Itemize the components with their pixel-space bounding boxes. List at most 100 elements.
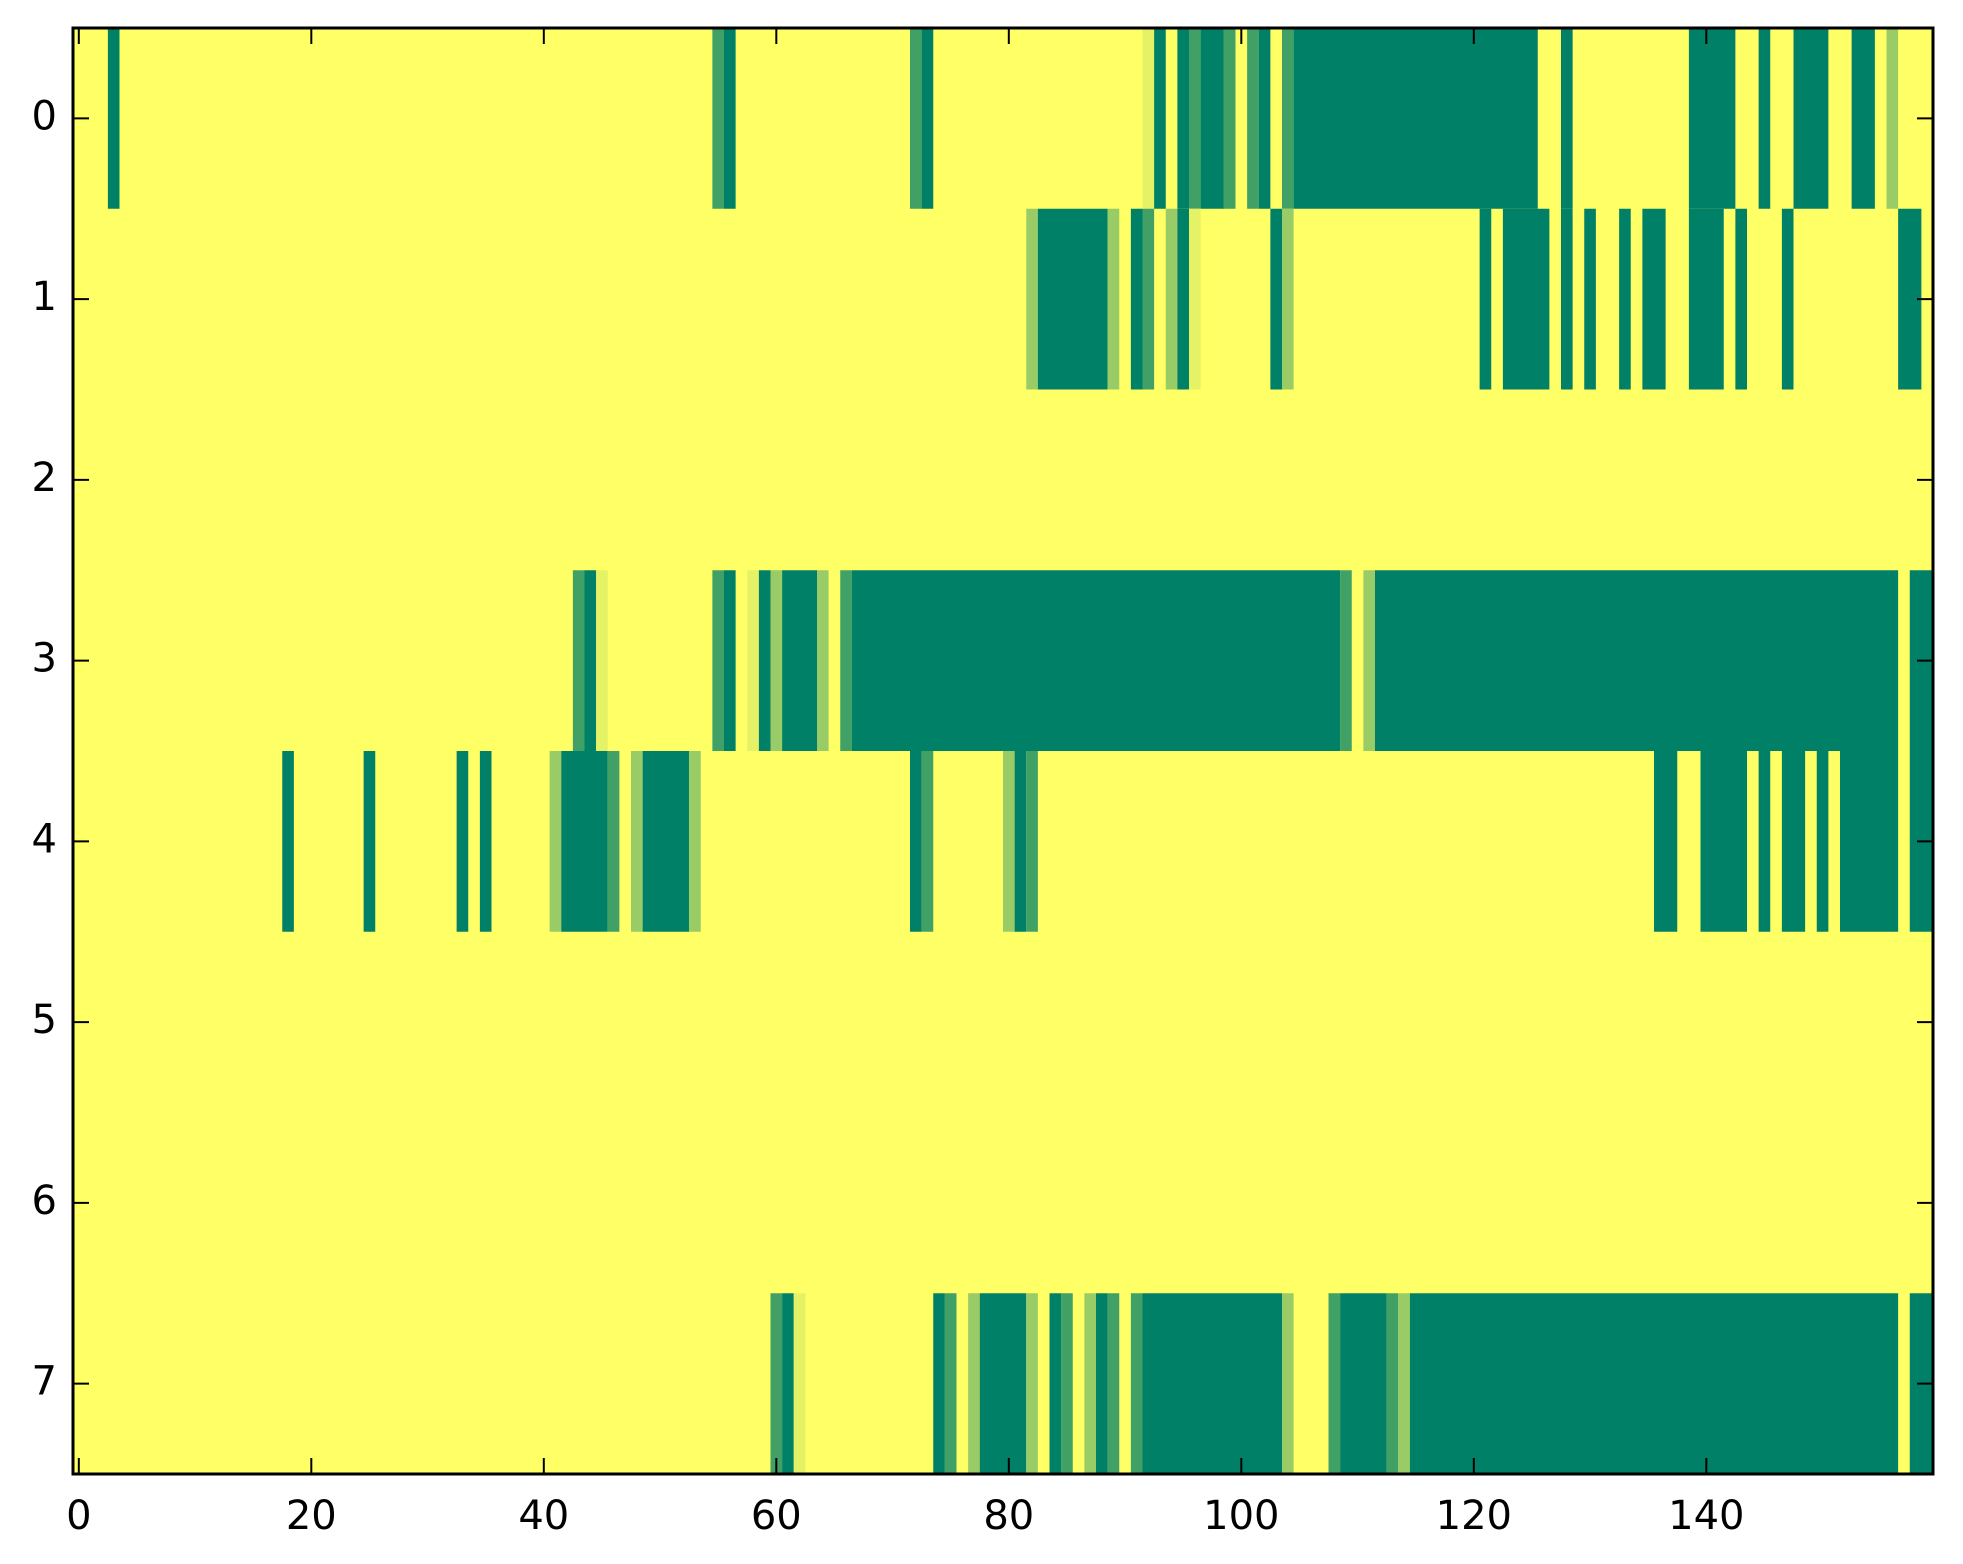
heatmap-cell-row-7-seg-6 — [979, 1293, 1027, 1474]
heatmap-cell-row-7-seg-17 — [1340, 1293, 1387, 1474]
heatmap-cell-row-1-seg-8 — [1270, 208, 1282, 390]
heatmap-cell-row-0-seg-17 — [1758, 28, 1771, 209]
heatmap-cell-row-7-seg-16 — [1328, 1293, 1341, 1474]
heatmap-cell-row-0-seg-14 — [1293, 28, 1538, 209]
heatmap-cell-row-1-seg-2 — [1107, 208, 1120, 390]
heatmap-cell-row-0-seg-4 — [921, 28, 934, 209]
heatmap-cell-row-7-seg-10 — [1084, 1293, 1096, 1474]
heatmap-cell-row-7-seg-13 — [1130, 1293, 1143, 1474]
heatmap-cell-row-0-seg-9 — [1200, 28, 1224, 209]
x-tick-label-120: 120 — [1436, 1493, 1512, 1539]
heatmap-cell-row-0-seg-15 — [1561, 28, 1573, 209]
heatmap-cell-row-3-seg-0 — [572, 570, 585, 751]
heatmap-cell-row-0-seg-7 — [1177, 28, 1189, 209]
tick-labels: 0 20 40 60 80 100 120 140 0 1 2 3 4 5 6 7 — [32, 93, 1745, 1539]
heatmap-cell-row-3-seg-11 — [851, 570, 1341, 751]
y-tick-label-6: 6 — [32, 1178, 57, 1224]
heatmap-cell-row-4-seg-1 — [363, 751, 376, 932]
heatmap-cell-row-0-seg-0 — [107, 28, 120, 209]
x-tick-label-40: 40 — [518, 1493, 569, 1539]
x-tick-label-80: 80 — [983, 1493, 1034, 1539]
heatmap-cell-row-4-seg-17 — [1758, 751, 1771, 932]
heatmap-cell-row-3-seg-7 — [770, 570, 783, 751]
heatmap-cell-row-0-seg-10 — [1223, 28, 1236, 209]
x-tick-label-60: 60 — [751, 1493, 802, 1539]
heatmap-cell-row-1-seg-7 — [1189, 208, 1201, 390]
heatmap-cell-row-1-seg-18 — [1781, 208, 1794, 390]
heatmap-cell-row-7-seg-19 — [1398, 1293, 1410, 1474]
heatmap-cell-row-7-seg-7 — [1026, 1293, 1038, 1474]
heatmap-cell-row-4-seg-16 — [1700, 751, 1747, 932]
heatmap-cell-row-3-seg-14 — [1375, 570, 1899, 751]
heatmap-cell-row-4-seg-5 — [561, 751, 608, 932]
heatmap-cell-row-7-seg-9 — [1061, 1293, 1073, 1474]
heatmap-cell-row-3-seg-8 — [782, 570, 817, 751]
heatmap-cell-row-0-seg-11 — [1247, 28, 1259, 209]
heatmap-cell-row-0-seg-5 — [1142, 28, 1155, 209]
heatmap-cell-row-1-seg-1 — [1037, 208, 1108, 390]
heatmap-cell-row-7-seg-14 — [1142, 1293, 1282, 1474]
y-tick-label-4: 4 — [32, 816, 57, 862]
heatmap-cell-row-3-seg-1 — [584, 570, 597, 751]
heatmap-cell-row-3-seg-6 — [758, 570, 771, 751]
heatmap-cell-row-4-seg-4 — [549, 751, 562, 932]
heatmap-cell-row-7-seg-2 — [793, 1293, 806, 1474]
heatmap-cell-row-3-seg-10 — [840, 570, 852, 751]
heatmap-cell-row-4-seg-10 — [910, 751, 922, 932]
heatmap-cell-row-1-seg-0 — [1026, 208, 1038, 390]
heatmap-cell-row-7-seg-0 — [770, 1293, 783, 1474]
y-tick-label-0: 0 — [32, 93, 57, 139]
heatmap-cell-row-3-seg-13 — [1363, 570, 1375, 751]
heatmap-cell-row-3-seg-3 — [712, 570, 724, 751]
heatmap-cell-row-4-seg-14 — [1026, 751, 1038, 932]
heatmap-cell-row-4-seg-9 — [689, 751, 701, 932]
heatmap-cell-row-1-seg-13 — [1584, 208, 1596, 390]
heatmap-cell-row-4-seg-12 — [1003, 751, 1015, 932]
heatmap-cell-row-1-seg-3 — [1130, 208, 1143, 390]
heatmap-cell-row-4-seg-0 — [282, 751, 294, 932]
heatmap-cell-row-0-seg-18 — [1793, 28, 1829, 209]
y-tick-label-5: 5 — [32, 997, 57, 1043]
heatmap-cell-row-4-seg-11 — [921, 751, 934, 932]
heatmap-cell-row-3-seg-12 — [1340, 570, 1352, 751]
heatmap-cell-row-7-seg-11 — [1096, 1293, 1108, 1474]
heatmap-cell-row-0-seg-1 — [712, 28, 724, 209]
x-tick-label-140: 140 — [1668, 1493, 1744, 1539]
heatmap-cell-row-7-seg-8 — [1049, 1293, 1062, 1474]
y-tick-label-7: 7 — [32, 1359, 57, 1405]
x-tick-label-100: 100 — [1203, 1493, 1279, 1539]
heatmap-cell-row-1-seg-12 — [1561, 208, 1573, 390]
y-tick-label-2: 2 — [32, 455, 57, 501]
heatmap-cell-row-0-seg-12 — [1258, 28, 1271, 209]
heatmap-cell-row-4-seg-15 — [1654, 751, 1678, 932]
heatmap-cell-row-0-seg-3 — [910, 28, 922, 209]
heatmap-cell-row-0-seg-20 — [1886, 28, 1899, 209]
heatmap-cell-row-3-seg-4 — [724, 570, 736, 751]
heatmap-cell-row-4-seg-7 — [631, 751, 643, 932]
heatmap-cell-row-1-seg-14 — [1619, 208, 1631, 390]
heatmap-cell-row-0-seg-2 — [724, 28, 736, 209]
heatmap-cell-row-4-seg-13 — [1014, 751, 1027, 932]
heatmap-cell-row-1-seg-15 — [1642, 208, 1666, 390]
heatmap-cell-row-4-seg-2 — [456, 751, 469, 932]
heatmap-cell-row-7-seg-5 — [968, 1293, 980, 1474]
heatmap-cell-row-1-seg-4 — [1142, 208, 1155, 390]
heatmap-cell-row-1-seg-16 — [1688, 208, 1724, 390]
heatmap-cell-row-7-seg-1 — [782, 1293, 794, 1474]
heatmap-cell-row-0-seg-19 — [1851, 28, 1875, 209]
heatmap-cell-row-1-seg-5 — [1165, 208, 1178, 390]
heatmap-cell-row-4-seg-8 — [642, 751, 690, 932]
heatmap-cell-row-0-seg-16 — [1688, 28, 1736, 209]
axis-ticks — [73, 28, 1933, 1474]
x-tick-label-20: 20 — [286, 1493, 337, 1539]
y-tick-label-1: 1 — [32, 274, 57, 320]
heatmap-cell-row-7-seg-20 — [1409, 1293, 1899, 1474]
heatmap-cell-row-7-seg-18 — [1386, 1293, 1399, 1474]
heatmap-cell-row-0-seg-13 — [1282, 28, 1294, 209]
heatmap-cell-row-4-seg-3 — [479, 751, 492, 932]
heatmap-cell-row-1-seg-9 — [1282, 208, 1294, 390]
y-tick-label-3: 3 — [32, 636, 57, 682]
plot-frame — [71, 26, 1935, 1476]
heatmap-cell-row-7-seg-15 — [1282, 1293, 1294, 1474]
